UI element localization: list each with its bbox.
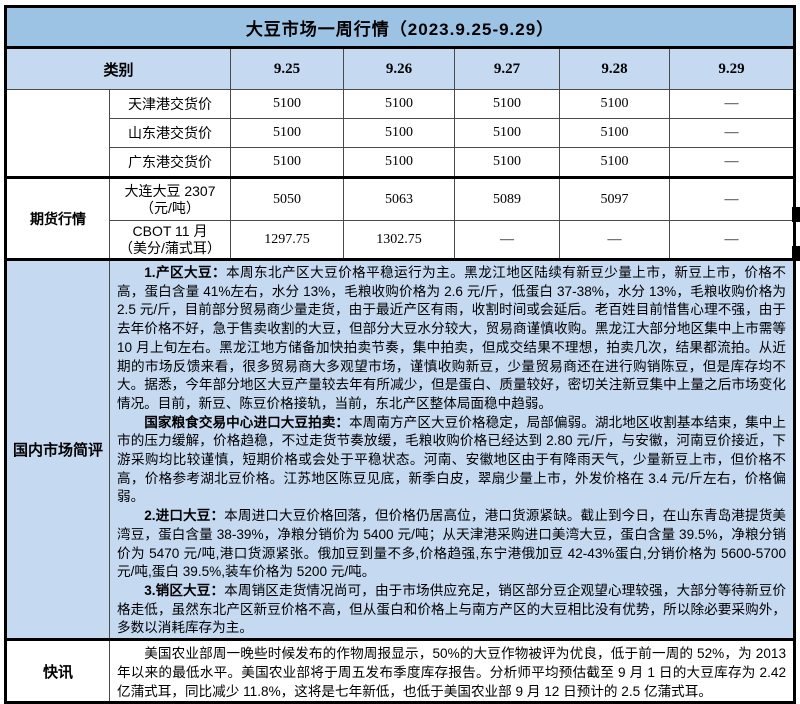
- row-label-shandong-port: 山东港交货价: [109, 118, 231, 148]
- cell-value: 1297.75: [230, 220, 344, 260]
- column-header-category: 类别: [5, 46, 231, 90]
- cell-value: 5100: [230, 147, 344, 178]
- cell-value: —: [668, 89, 796, 119]
- row-label-line2: （美分/蒲式耳）: [119, 239, 221, 256]
- paragraph-lead: 国家粮食交易中心进口大豆拍卖：: [144, 414, 350, 430]
- review-paragraph-auction: 国家粮食交易中心进口大豆拍卖：本周南方产区大豆价格稳定，局部偏弱。湖北地区收割基…: [117, 414, 786, 508]
- cell-value: 5050: [230, 176, 344, 221]
- edge-artifact: [792, 207, 800, 222]
- column-header-date: 9.26: [343, 46, 455, 90]
- cell-value: 5100: [230, 118, 344, 148]
- cell-value: 5100: [454, 147, 560, 178]
- row-label-line2: （元/吨）: [140, 199, 200, 216]
- paragraph-body: 本周东北产区大豆价格平稳运行为主。黑龙江地区陆续有新豆少量上市，新豆上市，价格不…: [117, 265, 787, 411]
- cell-value: 5097: [559, 176, 670, 221]
- cell-value: 5100: [343, 147, 455, 178]
- domestic-market-review-text: 1.产区大豆：本周东北产区大豆价格平稳运行为主。黑龙江地区陆续有新豆少量上市，新…: [108, 257, 796, 641]
- cell-value: —: [454, 220, 560, 260]
- cell-value: —: [668, 118, 796, 148]
- row-label-dalian-soybean: 大连大豆 2307 （元/吨）: [109, 176, 231, 221]
- cell-value: 5089: [454, 176, 560, 221]
- review-group-cell: 国内市场简评: [5, 257, 110, 641]
- cell-value: 5100: [559, 118, 670, 148]
- cell-value: —: [668, 176, 796, 221]
- cell-value: 5100: [559, 89, 670, 119]
- column-header-date: 9.28: [559, 46, 670, 90]
- cell-value: —: [668, 147, 796, 178]
- spot-group-cell: [5, 89, 110, 178]
- edge-artifact: [792, 246, 800, 261]
- usda-news-text: 美国农业部周一晚些时候发布的作物周报显示，50%的大豆作物被评为优良，低于前一周…: [108, 638, 796, 704]
- table-title: 大豆市场一周行情（2023.9.25-9.29）: [4, 6, 796, 48]
- cell-value: 5063: [343, 176, 455, 221]
- row-label-line1: CBOT 11 月: [132, 222, 208, 239]
- cell-value: 5100: [343, 89, 455, 119]
- paragraph-body: 本周销区走货情况尚可，由于市场供应充足，销区部分豆企观望心理较强，大部分等待新豆…: [117, 582, 787, 636]
- cell-value: —: [668, 220, 796, 260]
- review-paragraph-imported: 2.进口大豆：本周进口大豆价格回落，但价格仍居高位，港口货源紧缺。截止到今日，在…: [117, 507, 786, 582]
- row-label-guangdong-port: 广东港交货价: [109, 147, 231, 178]
- column-header-date: 9.29: [668, 46, 796, 90]
- paragraph-body: 本周进口大豆价格回落，但价格仍居高位，港口货源紧缺。截止到今日，在山东青岛港提货…: [117, 508, 787, 580]
- futures-group-cell: 期货行情: [5, 176, 110, 260]
- soybean-weekly-price-table: 大豆市场一周行情（2023.9.25-9.29） 类别 9.25 9.26 9.…: [4, 5, 797, 704]
- row-label-line1: 大连大豆 2307: [124, 182, 216, 199]
- report-table-container: 大豆市场一周行情（2023.9.25-9.29） 类别 9.25 9.26 9.…: [4, 5, 797, 704]
- review-paragraph-producing-area: 1.产区大豆：本周东北产区大豆价格平稳运行为主。黑龙江地区陆续有新豆少量上市，新…: [117, 264, 786, 414]
- paragraph-body: 本周南方产区大豆价格稳定，局部偏弱。湖北地区收割基本结束，集中上市的压力缓解，价…: [117, 414, 787, 505]
- column-header-date: 9.25: [230, 46, 344, 90]
- row-label-cbot-november: CBOT 11 月 （美分/蒲式耳）: [109, 220, 231, 260]
- column-header-date: 9.27: [454, 46, 560, 90]
- review-paragraph-sales-area: 3.销区大豆：本周销区走货情况尚可，由于市场供应充足，销区部分豆企观望心理较强，…: [117, 582, 786, 638]
- paragraph-lead: 1.产区大豆：: [144, 265, 226, 280]
- cell-value: 5100: [230, 89, 344, 119]
- news-group-cell: 快讯: [5, 638, 110, 704]
- row-label-tianjin-port: 天津港交货价: [109, 89, 231, 119]
- news-paragraph: 美国农业部周一晚些时候发布的作物周报显示，50%的大豆作物被评为优良，低于前一周…: [117, 646, 787, 700]
- cell-value: 5100: [454, 118, 560, 148]
- cell-value: 5100: [343, 118, 455, 148]
- paragraph-lead: 3.销区大豆：: [144, 582, 225, 598]
- cell-value: 5100: [454, 89, 560, 119]
- cell-value: —: [559, 220, 670, 260]
- cell-value: 5100: [559, 147, 670, 178]
- cell-value: 1302.75: [343, 220, 455, 260]
- paragraph-lead: 2.进口大豆：: [144, 508, 225, 524]
